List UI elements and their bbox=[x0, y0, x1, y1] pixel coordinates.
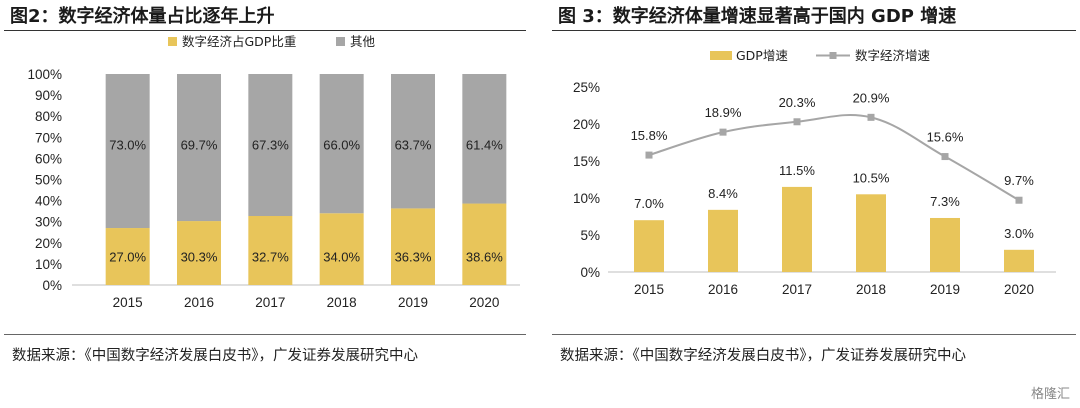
legend-swatch bbox=[336, 37, 345, 46]
line-data-label: 15.6% bbox=[927, 130, 964, 145]
data-label: 27.0% bbox=[109, 250, 146, 265]
y-tick-label: 90% bbox=[35, 88, 62, 103]
line-data-label: 15.8% bbox=[631, 128, 668, 143]
chart2-svg: 0% 5% 10% 15% 20% 25% 7.0% 2015 8.4% 2016 11.5% 201… bbox=[573, 48, 1056, 297]
bar-data-label: 8.4% bbox=[708, 186, 738, 201]
x-tick-label: 2019 bbox=[930, 282, 960, 297]
growth-panel: 图 3：数字经济体量增速显著高于国内 GDP 增速 0% 5% 10% 15% 20% 2… bbox=[548, 0, 1080, 408]
x-tick-label: 2016 bbox=[708, 282, 738, 297]
chart1-svg: 0% 10% 20% 30% 40% 50% 60% 70% 80% 90% 100% 27.0% 73… bbox=[27, 34, 520, 310]
bar-digital-share bbox=[319, 213, 364, 285]
legend-label: GDP增速 bbox=[736, 48, 788, 63]
line-digital-growth bbox=[648, 114, 1020, 202]
x-tick-label: 2020 bbox=[1004, 282, 1034, 297]
chart2-title: 图 3：数字经济体量增速显著高于国内 GDP 增速 bbox=[558, 6, 957, 27]
line-data-label: 18.9% bbox=[705, 105, 742, 120]
y-tick-label: 50% bbox=[35, 173, 62, 188]
bar-other-share bbox=[462, 74, 507, 204]
data-label: 63.7% bbox=[395, 138, 432, 153]
bar-data-label: 10.5% bbox=[853, 170, 890, 185]
y-tick-label: 15% bbox=[573, 154, 600, 169]
y-tick-label: 60% bbox=[35, 151, 62, 166]
bar-digital-share bbox=[177, 221, 221, 285]
x-tick-label: 2017 bbox=[782, 282, 812, 297]
y-tick-label: 25% bbox=[573, 80, 600, 95]
watermark-logo: 格隆汇 bbox=[1030, 387, 1070, 402]
data-label: 36.3% bbox=[395, 250, 432, 265]
bar-data-label: 3.0% bbox=[1004, 226, 1034, 241]
bar-gdp-growth bbox=[782, 186, 812, 272]
bar-digital-share bbox=[391, 208, 435, 285]
data-label: 30.3% bbox=[181, 250, 218, 265]
chart1-title: 图2：数字经济体量占比逐年上升 bbox=[10, 6, 275, 27]
data-label: 67.3% bbox=[252, 138, 289, 153]
y-tick-label: 20% bbox=[573, 117, 600, 132]
line-point-marker bbox=[793, 118, 801, 126]
data-label: 66.0% bbox=[323, 138, 360, 153]
bar-other-share bbox=[105, 74, 150, 229]
bar-gdp-growth bbox=[634, 220, 664, 272]
x-tick-label: 2018 bbox=[327, 295, 357, 310]
y-tick-label: 70% bbox=[35, 130, 62, 145]
y-tick-label: 80% bbox=[35, 109, 62, 124]
line-point-marker bbox=[645, 151, 653, 159]
source-divider bbox=[4, 334, 526, 335]
line-point-marker bbox=[1015, 196, 1023, 204]
source-divider bbox=[552, 334, 1076, 335]
bar-digital-share bbox=[105, 228, 150, 285]
bar-data-label: 7.0% bbox=[634, 196, 664, 211]
x-tick-label: 2016 bbox=[184, 295, 214, 310]
y-tick-label: 5% bbox=[580, 228, 600, 243]
line-point-marker bbox=[941, 153, 949, 161]
y-tick-label: 40% bbox=[35, 194, 62, 209]
x-tick-label: 2017 bbox=[255, 295, 285, 310]
bar-other-share bbox=[177, 74, 221, 222]
x-tick-label: 2015 bbox=[634, 282, 664, 297]
bar-gdp-growth bbox=[1004, 249, 1034, 272]
x-tick-label: 2015 bbox=[113, 295, 143, 310]
bar-gdp-growth bbox=[930, 217, 960, 272]
y-tick-label: 10% bbox=[35, 257, 62, 272]
bar-digital-share bbox=[248, 216, 293, 285]
legend-label: 其他 bbox=[350, 34, 376, 49]
y-tick-label: 100% bbox=[27, 67, 62, 82]
legend-marker bbox=[829, 52, 837, 59]
legend-label: 数字经济增速 bbox=[855, 48, 931, 63]
line-data-label: 9.7% bbox=[1004, 173, 1034, 188]
line-data-label: 20.9% bbox=[853, 90, 890, 105]
y-tick-label: 20% bbox=[35, 236, 62, 251]
x-tick-label: 2020 bbox=[469, 295, 499, 310]
y-tick-label: 0% bbox=[580, 265, 600, 280]
data-label: 32.7% bbox=[252, 250, 289, 265]
x-tick-label: 2018 bbox=[856, 282, 886, 297]
bar-other-share bbox=[319, 74, 364, 214]
x-tick-label: 2019 bbox=[398, 295, 428, 310]
bar-other-share bbox=[391, 74, 435, 209]
line-data-label: 20.3% bbox=[779, 95, 816, 110]
bar-other-share bbox=[248, 74, 293, 217]
chart1-source: 数据来源：《中国数字经济发展白皮书》，广发证券发展研究中心 bbox=[12, 348, 418, 364]
data-label: 34.0% bbox=[323, 250, 360, 265]
y-tick-label: 30% bbox=[35, 215, 62, 230]
bar-data-label: 11.5% bbox=[779, 163, 815, 178]
bar-gdp-growth bbox=[856, 194, 886, 272]
bar-digital-share bbox=[462, 203, 507, 285]
title-divider bbox=[552, 30, 1076, 31]
legend-swatch bbox=[168, 37, 177, 46]
data-label: 73.0% bbox=[109, 138, 146, 153]
y-tick-label: 0% bbox=[42, 278, 62, 293]
chart2-source: 数据来源：《中国数字经济发展白皮书》，广发证券发展研究中心 bbox=[560, 348, 966, 364]
bar-data-label: 7.3% bbox=[930, 194, 960, 209]
legend-swatch bbox=[710, 51, 732, 60]
bar-gdp-growth bbox=[708, 209, 738, 272]
y-tick-label: 10% bbox=[573, 191, 600, 206]
line-point-marker bbox=[867, 113, 875, 121]
legend-label: 数字经济占GDP比重 bbox=[182, 34, 296, 49]
title-divider bbox=[4, 30, 526, 31]
data-label: 69.7% bbox=[181, 138, 218, 153]
stacked-share-panel: 图2：数字经济体量占比逐年上升 0% 10% 20% 30% 40% 50% 60% 70% 8… bbox=[0, 0, 530, 408]
line-point-marker bbox=[719, 128, 727, 136]
data-label: 61.4% bbox=[466, 138, 503, 153]
data-label: 38.6% bbox=[466, 250, 503, 265]
